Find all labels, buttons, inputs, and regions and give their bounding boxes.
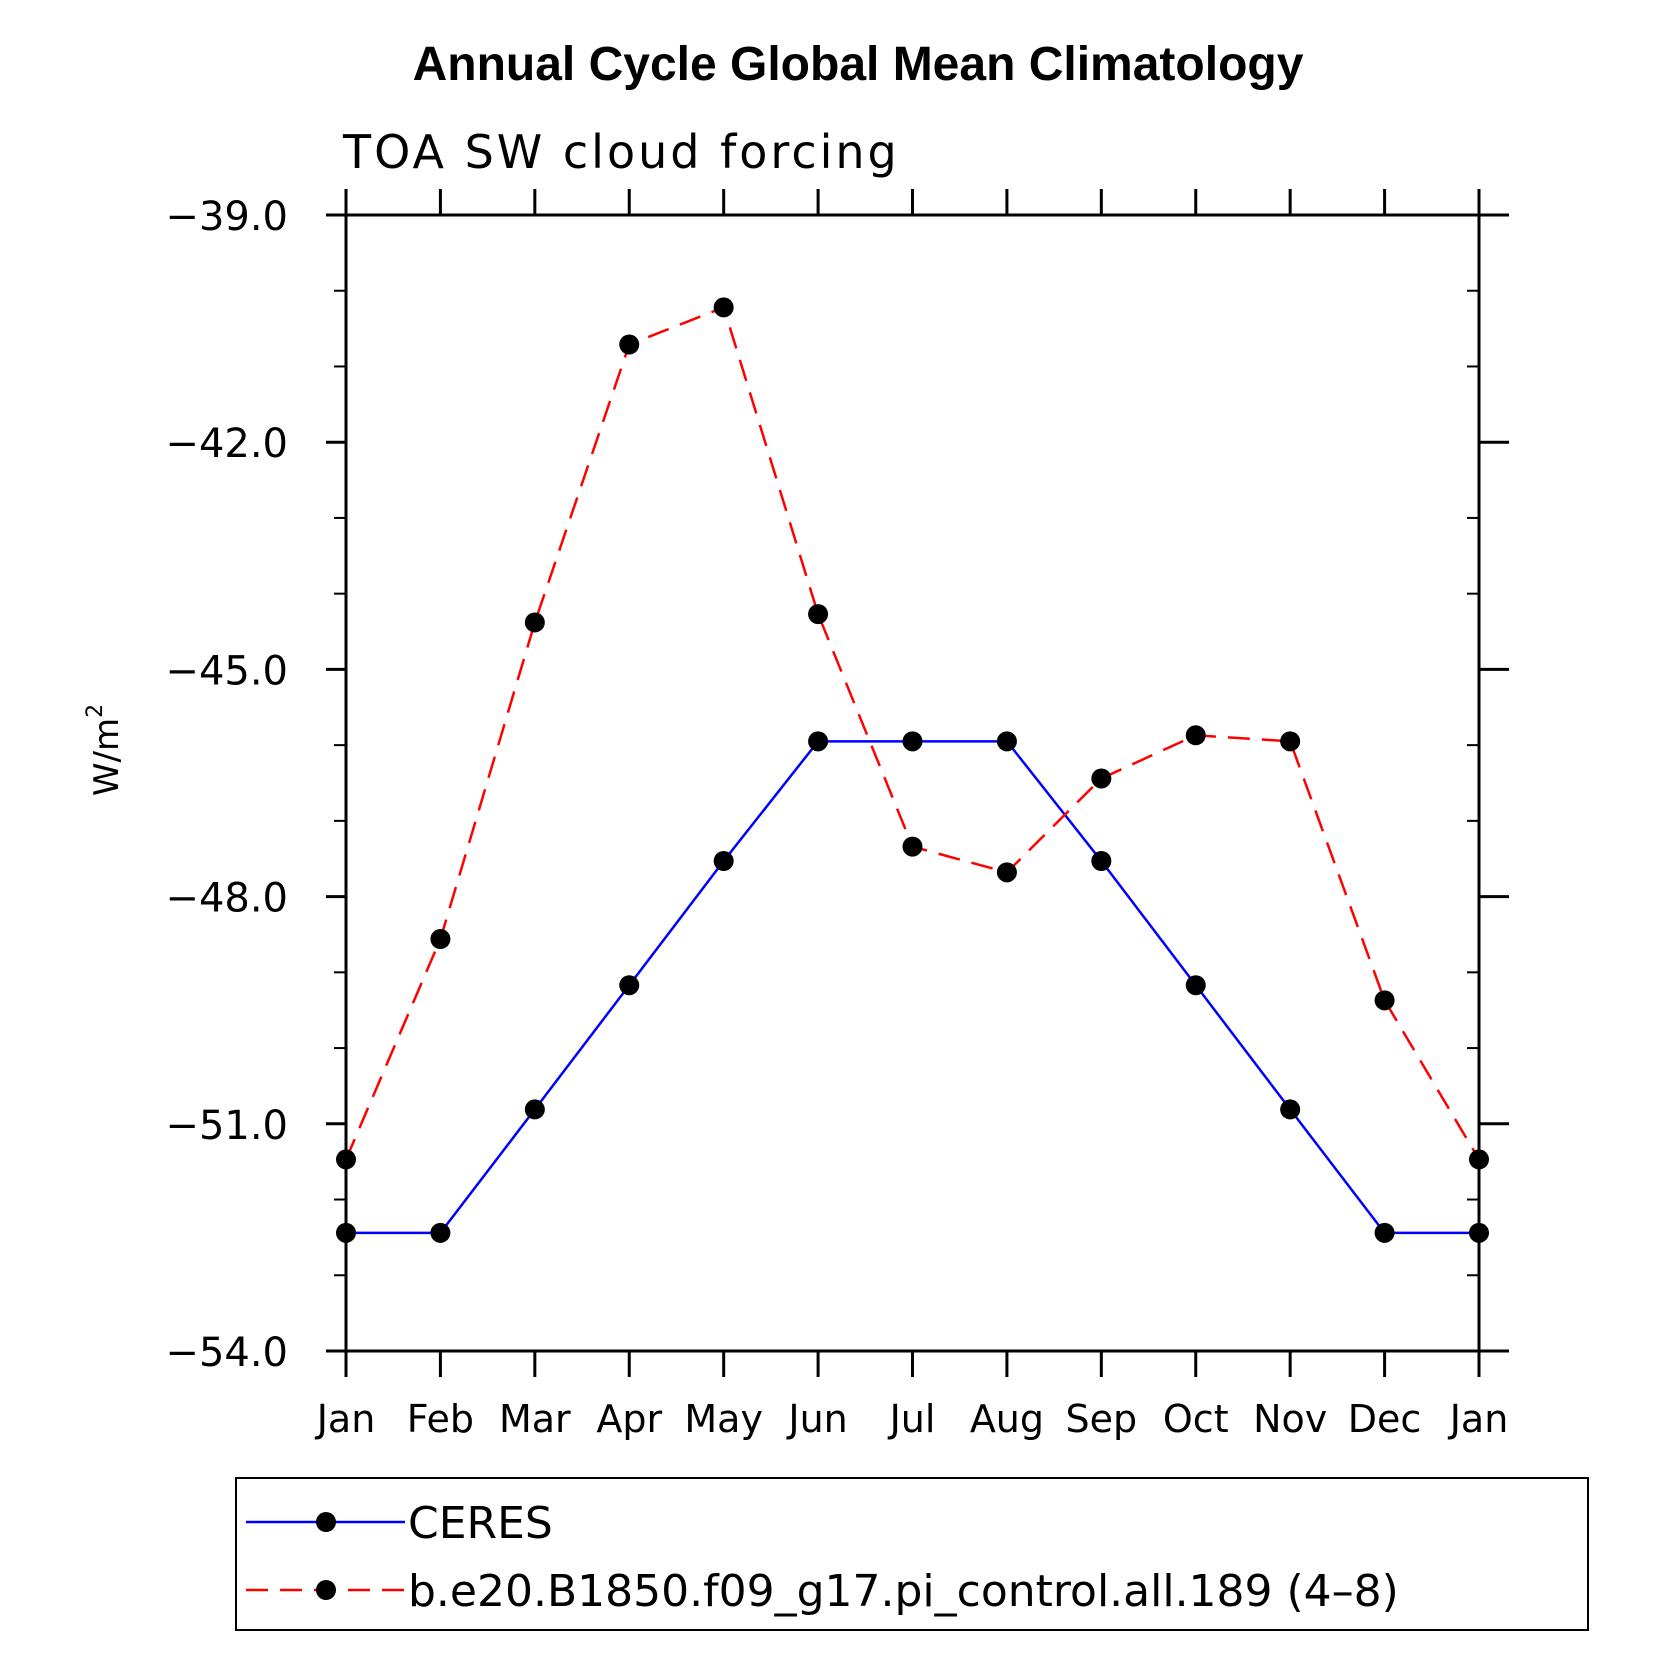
chart-title: Annual Cycle Global Mean Climatology	[413, 38, 1304, 91]
data-point	[430, 1222, 451, 1243]
x-tick-label: Aug	[970, 1397, 1044, 1441]
data-point	[808, 731, 829, 752]
y-tick-label: −54.0	[165, 1330, 288, 1376]
data-point	[1280, 1099, 1301, 1120]
x-tick-label: Jul	[888, 1397, 936, 1441]
data-point	[996, 731, 1017, 752]
data-point	[713, 851, 734, 872]
series-1	[336, 297, 1489, 1170]
x-tick-label: Sep	[1066, 1397, 1138, 1441]
legend-marker	[316, 1580, 336, 1600]
data-point	[1185, 975, 1206, 996]
chart-subtitle: TOA SW cloud forcing	[342, 125, 900, 179]
x-tick-label: Oct	[1163, 1397, 1229, 1441]
x-tick-labels: Jan Feb Mar Apr May Jun Jul Aug Sep Oct Nov Dec Jan	[315, 1397, 1509, 1441]
x-tick-label: Dec	[1348, 1397, 1422, 1441]
x-tick-label: Jan	[315, 1397, 376, 1441]
data-point	[524, 612, 545, 633]
data-point	[619, 334, 640, 355]
y-tick-label: −45.0	[165, 648, 288, 694]
data-point	[996, 862, 1017, 883]
legend-marker	[316, 1512, 336, 1532]
data-point	[1185, 725, 1206, 746]
y-tick-label: −51.0	[165, 1103, 288, 1149]
x-tick-label: Apr	[596, 1397, 662, 1441]
data-point	[619, 975, 640, 996]
x-tick-label: Feb	[407, 1397, 474, 1441]
x-tick-label: May	[684, 1397, 763, 1441]
y-axis-label: W/m2	[83, 704, 127, 796]
y-tick-label: −39.0	[165, 194, 288, 240]
data-point	[1374, 990, 1395, 1011]
y-tick-labels: −39.0 −42.0 −45.0 −48.0 −51.0 −54.0	[165, 194, 288, 1376]
y-axis-label-superscript: 2	[83, 704, 108, 718]
x-tick-label: Nov	[1253, 1397, 1327, 1441]
series-line	[346, 740, 1479, 1235]
series-0	[336, 731, 1489, 1243]
plot-frame	[344, 213, 1481, 1353]
y-tick-label: −48.0	[165, 876, 288, 922]
data-point	[430, 929, 451, 950]
data-point	[902, 731, 923, 752]
legend-label: CERES	[408, 1498, 553, 1549]
y-axis-label-base: W/m	[87, 718, 127, 796]
data-point	[1091, 851, 1112, 872]
data-point	[1280, 731, 1301, 752]
axis-ticks	[326, 189, 1509, 1377]
x-tick-label: Jan	[1448, 1397, 1509, 1441]
svg-text:W/m2: W/m2	[83, 704, 127, 796]
data-point	[524, 1099, 545, 1120]
data-point	[1091, 768, 1112, 789]
legend-entries: CERES b.e20.B1850.f09_g17.pi_control.all.…	[246, 1498, 1399, 1617]
legend-label: b.e20.B1850.f09_g17.pi_control.all.189 (…	[408, 1566, 1399, 1617]
data-point	[808, 604, 829, 625]
legend: CERES b.e20.B1850.f09_g17.pi_control.all.…	[235, 1477, 1589, 1631]
x-tick-label: Mar	[499, 1397, 571, 1441]
data-point	[713, 297, 734, 318]
data-point	[902, 836, 923, 857]
series-layer	[336, 297, 1489, 1243]
y-tick-label: −42.0	[165, 421, 288, 467]
data-point	[1374, 1222, 1395, 1243]
x-tick-label: Jun	[786, 1397, 847, 1441]
legend-box	[235, 1477, 1589, 1631]
